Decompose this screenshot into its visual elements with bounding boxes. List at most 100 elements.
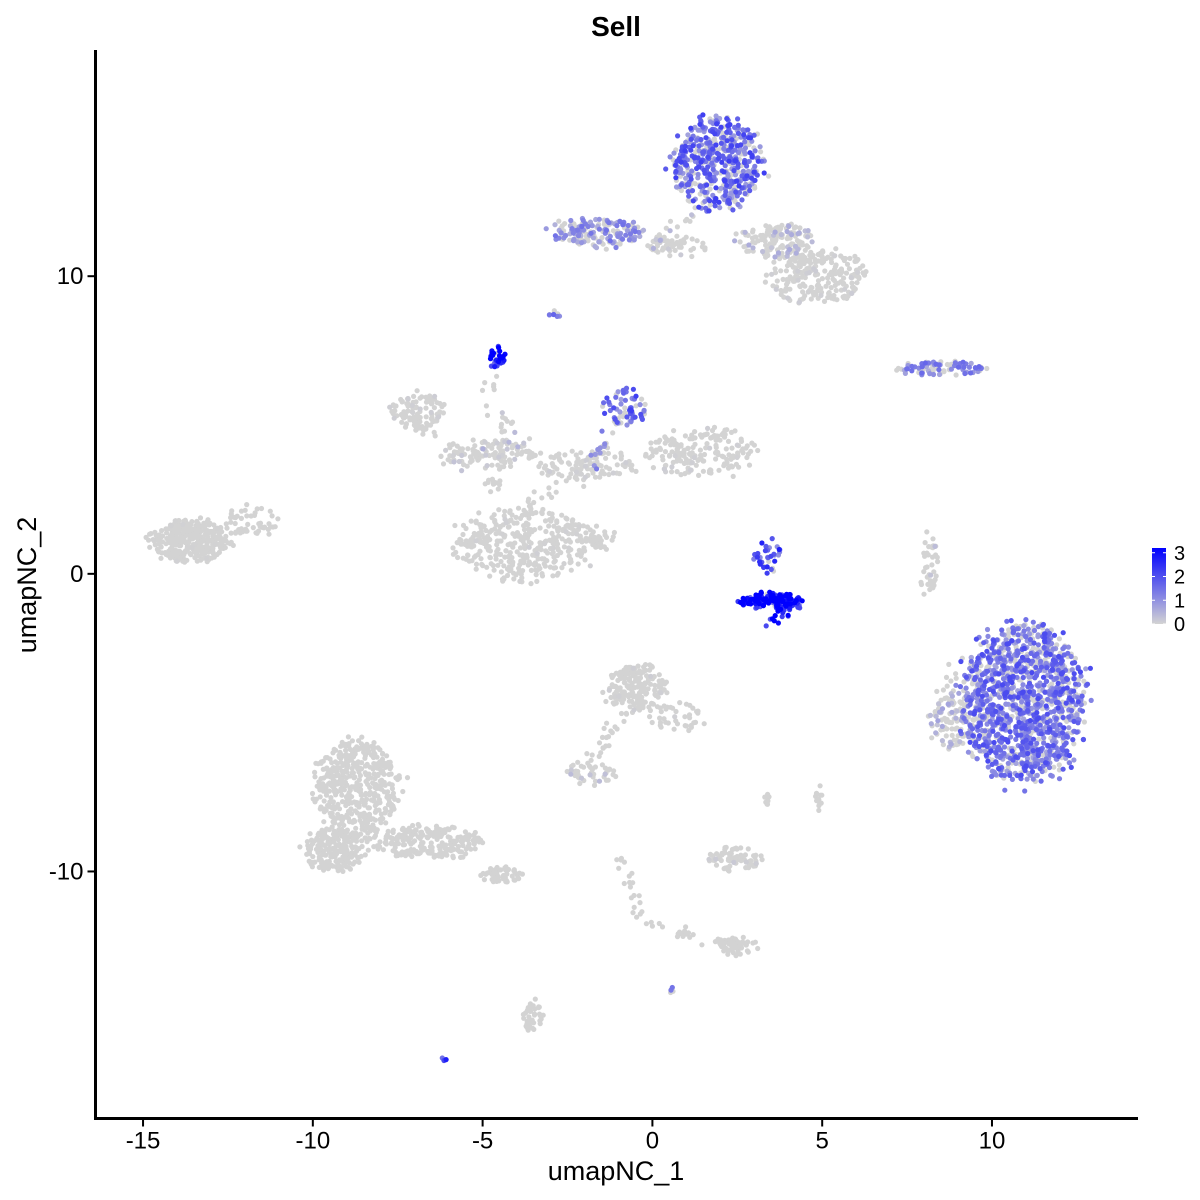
cell-point — [575, 768, 581, 775]
cell-point — [1047, 752, 1053, 758]
cell-point — [674, 469, 680, 475]
cell-point — [732, 172, 739, 178]
cell-point — [357, 813, 363, 819]
cell-point — [750, 245, 756, 251]
cell-point — [755, 945, 761, 952]
cell-point — [662, 681, 668, 687]
cell-point — [1056, 636, 1062, 642]
cell-point — [362, 852, 368, 858]
cell-point — [204, 555, 210, 562]
cell-point — [1050, 722, 1057, 728]
cell-point — [522, 1010, 529, 1016]
cell-point — [389, 839, 395, 846]
cell-point — [476, 510, 482, 516]
cell-point — [640, 227, 647, 233]
cell-point — [1034, 772, 1040, 778]
cell-point — [772, 254, 778, 260]
cell-point — [718, 185, 724, 191]
cell-point — [566, 553, 572, 559]
cell-point — [587, 772, 593, 778]
cell-point — [582, 463, 589, 469]
cell-point — [319, 860, 325, 866]
cell-point — [596, 226, 603, 232]
cell-point — [340, 770, 346, 777]
cell-point — [491, 512, 497, 518]
cell-point — [372, 775, 378, 782]
cell-point — [742, 139, 748, 145]
cell-point — [320, 766, 326, 772]
cell-point — [949, 693, 956, 699]
cell-point — [732, 428, 738, 434]
cell-point — [437, 846, 443, 852]
cell-point — [414, 388, 420, 394]
cell-point — [482, 439, 488, 445]
cell-point — [496, 538, 502, 544]
cell-point — [642, 699, 648, 705]
cell-point — [438, 833, 444, 840]
cell-point — [517, 578, 523, 585]
cell-point — [250, 525, 256, 531]
cell-point — [404, 775, 411, 781]
cell-point — [806, 265, 812, 271]
cell-point — [614, 726, 620, 732]
cell-point — [931, 569, 937, 575]
cell-point — [339, 739, 345, 745]
cell-point — [687, 467, 694, 473]
cell-point — [784, 236, 790, 242]
cell-point — [588, 452, 594, 458]
cell-point — [516, 533, 522, 539]
cell-point — [520, 535, 526, 541]
cell-point — [746, 242, 752, 248]
cell-point — [799, 252, 806, 258]
cell-point — [256, 521, 262, 527]
cell-point — [465, 552, 471, 559]
cell-point — [344, 794, 350, 800]
cell-point — [265, 526, 271, 533]
cell-point — [392, 844, 398, 851]
cell-point — [488, 489, 494, 495]
cell-point — [470, 437, 476, 443]
cell-point — [662, 440, 668, 446]
cell-point — [575, 561, 581, 567]
cell-point — [799, 242, 806, 248]
cell-point — [195, 521, 201, 527]
cell-point — [944, 695, 950, 701]
cell-point — [539, 470, 545, 476]
cell-point — [662, 434, 668, 440]
cell-point — [940, 742, 947, 748]
cell-point — [563, 529, 569, 535]
cell-point — [841, 275, 847, 281]
cell-point — [180, 521, 186, 528]
cell-point — [932, 543, 938, 550]
cell-point — [594, 544, 600, 550]
cell-point — [244, 502, 250, 508]
cell-point — [551, 523, 557, 529]
cell-point — [720, 454, 727, 460]
cell-point — [496, 454, 502, 460]
cell-point — [957, 699, 963, 705]
cell-point — [367, 836, 373, 842]
cell-point — [347, 773, 353, 779]
cell-point — [631, 904, 637, 911]
cell-point — [847, 255, 853, 261]
cell-point — [415, 821, 421, 828]
cell-point — [611, 701, 617, 707]
cell-point — [697, 447, 704, 453]
cell-point — [672, 247, 678, 253]
cell-point — [627, 884, 634, 890]
cell-point — [763, 223, 769, 229]
cell-point — [372, 827, 378, 834]
cell-point — [567, 539, 574, 545]
cell-point — [517, 552, 523, 558]
cell-point — [243, 528, 249, 534]
cell-point — [808, 251, 814, 257]
cell-point — [494, 440, 500, 446]
cell-point — [532, 996, 538, 1002]
cell-point — [498, 443, 504, 449]
cell-point — [352, 859, 358, 865]
cell-point — [573, 452, 579, 458]
cell-point — [1024, 755, 1031, 762]
cell-point — [440, 410, 446, 416]
cell-point — [377, 816, 383, 823]
cell-point — [658, 724, 664, 730]
